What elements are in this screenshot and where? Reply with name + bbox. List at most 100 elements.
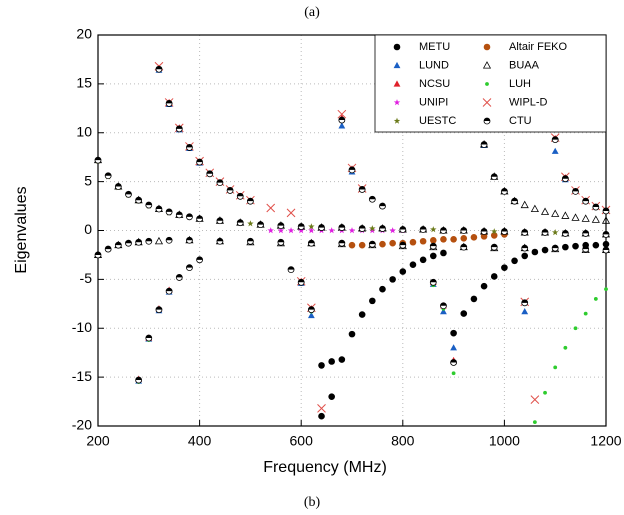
marker-half-circle-fill (155, 66, 162, 70)
marker-circle (369, 297, 376, 305)
marker-half-circle-fill (420, 226, 427, 230)
marker-half-circle (338, 239, 346, 247)
marker-half-circle (186, 213, 193, 221)
marker-half-circle (236, 192, 244, 200)
marker-circle (348, 241, 356, 249)
marker-half-circle-fill (521, 229, 528, 233)
marker-half-circle-fill (166, 100, 173, 104)
marker-half-circle-fill (155, 205, 162, 209)
marker-star (393, 99, 401, 106)
marker-half-circle-fill (450, 359, 457, 363)
y-tick-label: 20 (76, 26, 92, 42)
marker-half-circle-fill (379, 203, 386, 207)
marker-half-circle-fill (521, 245, 528, 249)
marker-half-circle (236, 219, 244, 227)
marker-half-circle-fill (176, 274, 183, 278)
marker-circle (338, 356, 346, 363)
x-tick-label: 600 (290, 433, 314, 449)
marker-half-circle-fill (277, 222, 284, 226)
marker-circle (480, 282, 488, 290)
marker-triangle (571, 213, 580, 221)
marker-half-circle-fill (155, 306, 162, 310)
marker-circle (419, 256, 427, 264)
marker-half-circle (368, 195, 376, 203)
marker-half-circle-fill (95, 251, 101, 255)
marker-half-circle-fill (298, 223, 305, 227)
marker-x (286, 208, 296, 218)
marker-half-circle-fill (257, 221, 264, 225)
marker-half-circle (358, 186, 366, 193)
marker-x (337, 109, 347, 119)
marker-half-circle-fill (582, 246, 589, 250)
marker-half-circle-fill (288, 266, 295, 270)
marker-half-circle (297, 223, 305, 230)
legend-label: LUH (509, 78, 531, 90)
marker-x (266, 203, 276, 213)
marker-half-circle (582, 230, 590, 237)
marker-half-circle-fill (572, 188, 579, 192)
marker-half-circle (551, 136, 559, 143)
marker-half-circle (460, 243, 468, 251)
marker-triangle (581, 214, 590, 222)
marker-triangle (393, 80, 401, 87)
legend-label: UESTC (419, 115, 456, 127)
marker-half-circle (257, 221, 264, 228)
marker-half-circle-fill (379, 225, 386, 229)
marker-half-circle (135, 376, 143, 384)
marker-half-circle (114, 183, 122, 190)
marker-half-circle-fill (186, 213, 193, 217)
marker-circle (393, 43, 401, 51)
marker-half-circle-fill (338, 117, 345, 121)
marker-half-circle-fill (166, 288, 173, 292)
marker-half-circle (541, 229, 549, 236)
marker-circle (602, 240, 610, 248)
marker-half-circle-fill (247, 238, 254, 242)
marker-half-circle-fill (501, 228, 508, 232)
marker-half-circle-fill (369, 241, 376, 245)
marker-half-circle-fill (186, 237, 193, 241)
x-tick-label: 200 (86, 433, 110, 449)
marker-half-circle-fill (338, 240, 345, 244)
marker-half-circle (165, 100, 173, 107)
marker-half-circle-fill (196, 159, 203, 163)
marker-half-circle-fill (491, 173, 498, 177)
marker-half-circle (358, 225, 366, 232)
marker-half-circle-fill (460, 227, 467, 231)
marker-circle (358, 241, 366, 249)
marker-half-circle-fill (308, 306, 315, 310)
marker-star (297, 227, 305, 234)
x-tick-label: 1200 (590, 433, 621, 449)
marker-circle (490, 273, 498, 280)
marker-half-circle (186, 144, 193, 151)
marker-half-circle (175, 125, 183, 133)
marker-half-circle (145, 334, 153, 342)
marker-half-circle (582, 245, 590, 253)
marker-dot (532, 420, 537, 424)
marker-half-circle-fill (216, 238, 223, 242)
marker-half-circle (196, 256, 204, 264)
marker-half-circle (216, 237, 224, 245)
marker-half-circle-fill (237, 193, 244, 197)
marker-half-circle-fill (359, 225, 366, 229)
marker-half-circle-fill (603, 247, 609, 251)
marker-star (430, 226, 437, 233)
marker-half-circle-fill (460, 244, 467, 248)
marker-half-circle-fill (227, 187, 234, 191)
marker-circle (348, 330, 356, 338)
marker-half-circle (155, 205, 163, 213)
marker-half-circle-fill (216, 179, 223, 183)
marker-half-circle-fill (196, 215, 203, 219)
marker-half-circle-fill (603, 231, 609, 235)
y-tick-label: -5 (80, 270, 93, 286)
marker-triangle (530, 204, 539, 212)
marker-half-circle-fill (125, 191, 132, 195)
marker-half-circle-fill (603, 207, 609, 211)
marker-circle (318, 362, 325, 369)
marker-half-circle (125, 191, 132, 198)
marker-half-circle (318, 224, 325, 231)
marker-circle (328, 358, 335, 365)
marker-circle (572, 242, 579, 250)
marker-half-circle-fill (430, 243, 437, 247)
marker-half-circle-fill (542, 229, 549, 233)
